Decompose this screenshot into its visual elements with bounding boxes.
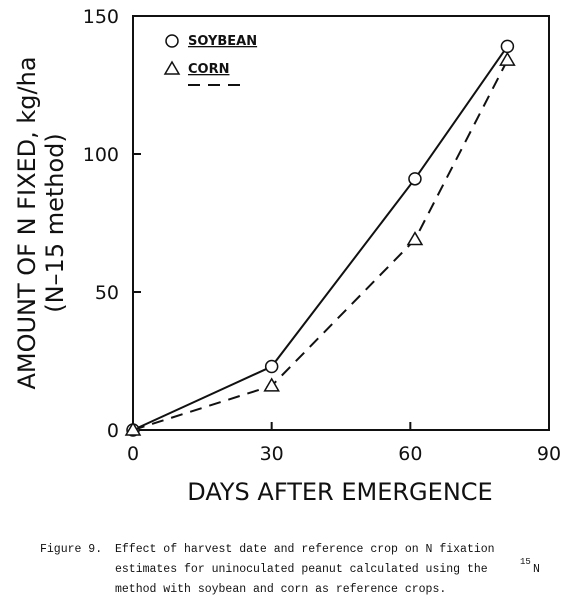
- caption-text: N: [533, 563, 540, 576]
- legend-label: SOYBEAN: [188, 34, 257, 49]
- marker-circle: [408, 172, 422, 186]
- legend-label: CORN: [188, 62, 229, 77]
- series-line: [132, 59, 509, 431]
- marker-triangle: [406, 231, 424, 246]
- plot-frame: [132, 15, 550, 431]
- y-axis-title: (N–15 method): [41, 133, 69, 313]
- caption-superscript: 15: [520, 557, 531, 567]
- y-axis-title: AMOUNT OF N FIXED, kg/ha: [13, 56, 41, 389]
- y-tick-label: 100: [83, 144, 119, 166]
- y-tick-label: 50: [95, 282, 119, 304]
- caption-text: method with soybean and corn as referenc…: [115, 583, 446, 596]
- marker-circle: [165, 34, 179, 48]
- x-tick-label: 60: [398, 443, 422, 465]
- marker-triangle: [163, 60, 181, 75]
- x-tick-label: 0: [127, 443, 139, 465]
- marker-triangle: [124, 421, 142, 436]
- marker-circle: [500, 39, 515, 54]
- series-line: [132, 45, 509, 431]
- x-tick-label: 30: [260, 443, 284, 465]
- caption-label: Figure 9.: [40, 543, 102, 556]
- marker-triangle: [263, 377, 280, 392]
- marker-circle: [264, 359, 279, 374]
- x-axis-title: DAYS AFTER EMERGENCE: [187, 478, 492, 506]
- x-tick-label: 90: [537, 443, 561, 465]
- caption-text: Effect of harvest date and reference cro…: [115, 543, 495, 556]
- marker-triangle: [499, 51, 516, 66]
- caption-text: estimates for uninoculated peanut calcul…: [115, 563, 488, 576]
- y-tick-label: 0: [107, 420, 119, 442]
- y-tick-label: 150: [83, 6, 119, 28]
